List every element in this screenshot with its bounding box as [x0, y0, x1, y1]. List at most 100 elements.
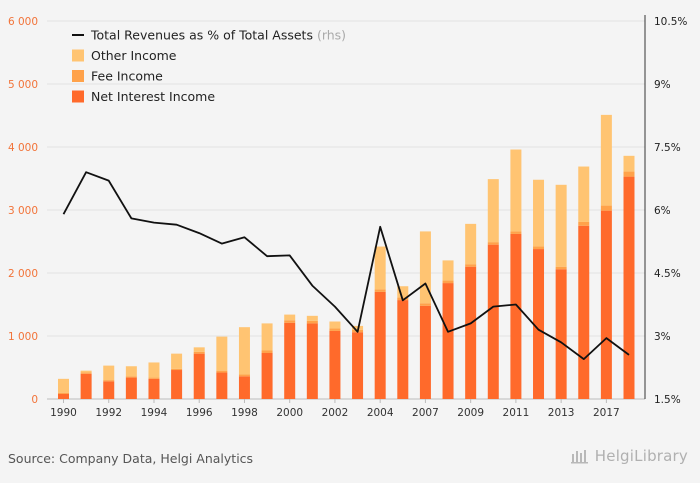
y-tick-label: 4 000 [8, 142, 38, 154]
x-tick-label: 2002 [322, 407, 349, 419]
x-tick-label: 2011 [503, 407, 530, 419]
bar-net-interest-income [306, 323, 318, 399]
bar-net-interest-income [533, 249, 545, 399]
bar-other-income [193, 347, 205, 352]
bar-fee-income [533, 246, 545, 250]
library-icon [570, 450, 588, 464]
x-tick-label: 1996 [186, 407, 213, 419]
y2-tick-label: 7.5% [654, 142, 681, 154]
bar-other-income [623, 155, 635, 172]
bar-fee-income [284, 320, 296, 323]
bar-fee-income [103, 380, 115, 382]
bar-net-interest-income [238, 376, 250, 399]
x-tick-label: 1992 [95, 407, 122, 419]
bar-fee-income [125, 376, 137, 378]
bar-net-interest-income [623, 176, 635, 399]
legend-box-swatch [72, 90, 84, 103]
bar-fee-income [487, 242, 499, 245]
bar-fee-income [374, 289, 386, 292]
y-tick-label: 5 000 [8, 79, 38, 91]
bar-net-interest-income [487, 244, 499, 399]
bar-net-interest-income [80, 373, 92, 399]
x-tick-label: 2013 [548, 407, 575, 419]
bar-net-interest-income [329, 330, 341, 399]
y2-tick-label: 9% [654, 79, 671, 91]
x-tick-label: 2017 [593, 407, 620, 419]
bar-other-income [261, 323, 273, 351]
legend-note: (rhs) [313, 28, 346, 43]
chart: 0 1 000 2 000 3 000 4 000 5 000 6 000 1.5% 3% 4.5… [8, 15, 687, 419]
y-tick-label: 6 000 [8, 16, 38, 28]
bar-other-income [238, 327, 250, 375]
bar-net-interest-income [58, 393, 69, 399]
brand-name: HelgiLibrary [594, 447, 688, 465]
bar-other-income [442, 260, 454, 281]
bar-fee-income [510, 231, 522, 234]
bar-fee-income [58, 392, 69, 394]
x-tick-label: 1994 [141, 407, 168, 419]
bar-fee-income [623, 171, 635, 177]
source-note: Source: Company Data, Helgi Analytics [8, 451, 254, 466]
bar-other-income [171, 353, 183, 369]
bar-other-income [555, 184, 567, 267]
bar-other-income [216, 336, 228, 371]
bar-other-income [578, 166, 590, 222]
line-total-revenues-pct-assets [62, 171, 630, 361]
footer: Source: Company Data, Helgi Analytics He… [0, 436, 700, 483]
legend-box-swatch [72, 49, 84, 62]
bar-net-interest-income [148, 378, 160, 399]
bar-other-income [103, 365, 115, 381]
bar-other-income [125, 366, 137, 377]
bar-fee-income [555, 266, 567, 270]
bar-fee-income [578, 221, 590, 226]
x-tick-label: 1998 [231, 407, 258, 419]
bar-net-interest-income [171, 370, 183, 399]
bar-fee-income [306, 320, 318, 324]
bar-other-income [397, 286, 409, 298]
bar-other-income [329, 321, 341, 329]
bar-fee-income [216, 370, 228, 373]
brand-logo: HelgiLibrary [570, 447, 688, 465]
bar-net-interest-income [284, 322, 296, 399]
bar-fee-income [80, 372, 92, 374]
bar-fee-income [419, 303, 431, 306]
bar-net-interest-income [555, 269, 567, 399]
y2-tick-label: 10.5% [654, 16, 687, 28]
bar-net-interest-income [261, 353, 273, 399]
bar-other-income [58, 378, 69, 393]
bar-other-income [533, 179, 545, 247]
y-tick-label: 3 000 [8, 205, 38, 217]
x-tick-label: 2009 [457, 407, 484, 419]
bar-net-interest-income [103, 381, 115, 399]
bar-fee-income [193, 351, 205, 354]
bar-net-interest-income [442, 283, 454, 399]
bar-fee-income [442, 280, 454, 284]
legend-label: Other Income [91, 48, 177, 63]
bar-net-interest-income [374, 291, 386, 399]
bar-fee-income [238, 374, 250, 377]
x-tick-label: 2004 [367, 407, 394, 419]
legend-label: Net Interest Income [91, 89, 215, 104]
bar-fee-income [171, 368, 183, 371]
bar-other-income [306, 315, 318, 321]
bar-fee-income [261, 350, 273, 354]
bar-net-interest-income [193, 353, 205, 399]
x-tick-label: 2007 [412, 407, 439, 419]
x-tick-label: 1990 [50, 407, 77, 419]
bar-net-interest-income [600, 210, 612, 399]
bar-net-interest-income [510, 233, 522, 399]
bar-other-income [510, 149, 522, 232]
legend-label: Total Revenues as % of Total Assets (rhs… [90, 28, 346, 43]
bar-other-income [80, 370, 92, 373]
bar-net-interest-income [216, 372, 228, 399]
bar-other-income [600, 114, 612, 206]
x-tick-label: 2000 [276, 407, 303, 419]
bar-net-interest-income [397, 300, 409, 399]
bar-fee-income [600, 205, 612, 211]
y-tick-label: 1 000 [8, 331, 38, 343]
bar-net-interest-income [578, 225, 590, 399]
y2-tick-label: 1.5% [654, 394, 681, 406]
bar-fee-income [329, 328, 341, 331]
bar-other-income [284, 314, 296, 321]
legend-label: Fee Income [91, 69, 163, 84]
